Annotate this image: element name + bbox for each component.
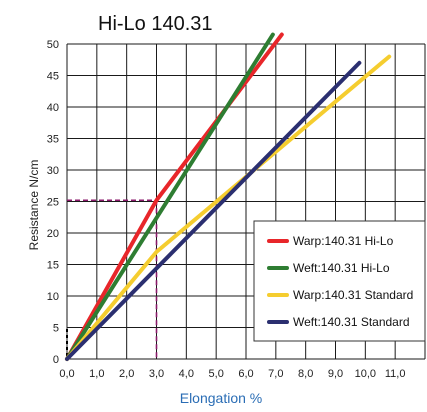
series-line (65, 60, 362, 361)
legend-label: Warp:140.31 Standard (293, 288, 413, 302)
x-axis-ticks: 0,0 1,0 2,0 3,0 4,0 5,0 6,0 7,0 8,0 9,0 10,0 11,0 (59, 368, 405, 380)
x-tick-label: 3,0 (149, 368, 164, 380)
x-tick-label: 10,0 (355, 368, 376, 380)
x-tick-label: 4,0 (179, 368, 194, 380)
x-tick-label: 8,0 (298, 368, 313, 380)
y-tick-label: 45 (47, 71, 59, 83)
x-tick-label: 5,0 (209, 368, 224, 380)
x-tick-label: 11,0 (385, 368, 406, 380)
y-axis-ticks: 0 5 10 15 20 25 30 35 40 45 50 (47, 39, 59, 366)
x-tick-label: 9,0 (328, 368, 343, 380)
y-tick-label: 0 (53, 354, 59, 366)
series-line (65, 54, 392, 361)
y-tick-label: 5 (53, 323, 59, 335)
annotations (67, 199, 158, 359)
y-tick-label: 40 (47, 102, 59, 114)
x-tick-label: 6,0 (238, 368, 253, 380)
x-tick-label: 0,0 (59, 368, 74, 380)
chart-title: Hi-Lo 140.31 (98, 13, 213, 35)
y-tick-label: 15 (47, 260, 59, 272)
legend-label: Weft:140.31 Standard (293, 315, 410, 329)
legend: Warp:140.31 Hi-Lo Weft:140.31 Hi-Lo Warp:1… (253, 220, 426, 342)
x-tick-label: 1,0 (89, 368, 104, 380)
y-axis-title: Resistance N/cm (27, 160, 41, 251)
legend-label: Warp:140.31 Hi-Lo (293, 234, 394, 248)
y-tick-label: 35 (47, 134, 59, 146)
x-axis-title: Elongation % (180, 390, 263, 406)
y-tick-label: 10 (47, 291, 59, 303)
series-line (65, 32, 275, 361)
series (65, 32, 392, 361)
y-tick-label: 50 (47, 39, 59, 51)
legend-label: Weft:140.31 Hi-Lo (293, 261, 390, 275)
y-tick-label: 20 (47, 228, 59, 240)
y-tick-label: 25 (47, 197, 59, 209)
y-tick-label: 30 (47, 165, 59, 177)
x-tick-label: 2,0 (119, 368, 134, 380)
x-tick-label: 7,0 (268, 368, 283, 380)
